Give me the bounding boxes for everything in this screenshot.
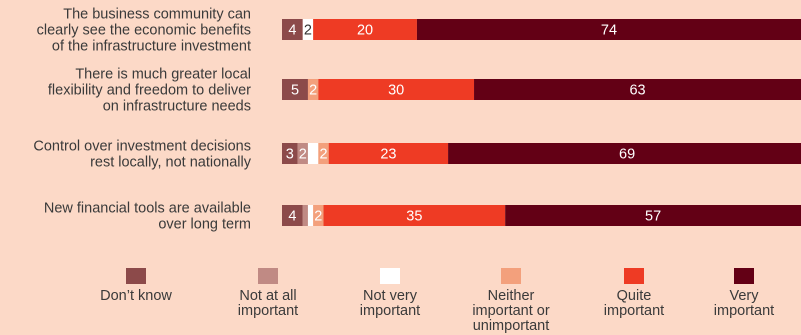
legend-label-line: important	[359, 303, 421, 319]
legend-label-line: Not very	[363, 288, 417, 304]
bar-segment	[318, 143, 329, 164]
legend-item: Not at all important	[218, 268, 318, 319]
legend-label: Neither important or unimportant	[461, 289, 561, 334]
row-label-line: Control over investment decisions	[33, 139, 251, 155]
legend-label: Quite important	[584, 289, 684, 319]
bar-segment	[313, 205, 324, 226]
legend-label-line: Not at all	[239, 288, 297, 304]
chart-legend: Don’t know Not at all important Not very imp…	[0, 268, 801, 335]
data-label: 2	[309, 83, 317, 99]
legend-label-line: Quite	[616, 288, 652, 304]
legend-item: Not very important	[340, 268, 440, 319]
legend-label-line: important	[237, 303, 299, 319]
data-label: 20	[357, 23, 373, 39]
legend-label-line: important	[713, 303, 775, 319]
legend-label: Don’t know	[86, 289, 186, 304]
data-label: 4	[288, 23, 296, 39]
legend-label-line: Neither	[487, 288, 535, 304]
data-label: 63	[629, 83, 645, 99]
data-label: 57	[645, 209, 661, 225]
row-label: New financial tools are available over lo…	[44, 201, 251, 233]
legend-label: Not very important	[340, 289, 440, 319]
bar-segment	[302, 205, 308, 226]
row-label-line: flexibility and freedom to deliver	[48, 83, 251, 99]
bar-segment	[448, 143, 801, 164]
stacked-bar-chart: The business community can clearly see th…	[33, 7, 801, 233]
row-label-line: New financial tools are available	[44, 201, 251, 217]
legend-label: Very important	[694, 289, 794, 319]
data-label: 2	[299, 147, 307, 163]
data-label: 30	[388, 83, 404, 99]
bar-segment	[474, 79, 801, 100]
data-label: 4	[288, 209, 296, 225]
legend-label-line: important	[603, 303, 665, 319]
legend-swatch	[501, 268, 521, 284]
bar-segment	[328, 143, 449, 164]
bar-segment	[416, 19, 801, 40]
row-label: The business community can clearly see th…	[37, 7, 251, 55]
data-label: 74	[601, 23, 617, 39]
row-label-line: on infrastructure needs	[103, 99, 251, 115]
row-label-line: There is much greater local	[75, 67, 251, 83]
legend-swatch	[380, 268, 400, 284]
bar-segment	[282, 79, 308, 100]
row-label-line: of the infrastructure investment	[52, 39, 251, 55]
data-label: 3	[286, 147, 294, 163]
legend-label-line: Very	[729, 288, 759, 304]
data-label: 23	[380, 147, 396, 163]
legend-swatch	[624, 268, 644, 284]
row-label-line: The business community can	[63, 7, 251, 23]
bar-segment	[307, 79, 319, 100]
data-label: 2	[304, 23, 312, 39]
row-label: There is much greater local flexibility a…	[48, 67, 251, 115]
row-label: Control over investment decisions rest lo…	[33, 139, 251, 171]
bar-segment	[297, 143, 308, 164]
data-label: 2	[314, 209, 322, 225]
legend-label-line: important or	[472, 303, 550, 319]
bar-segment	[307, 143, 319, 164]
data-label: 2	[319, 147, 327, 163]
bar-segment	[282, 205, 303, 226]
bar-segment	[282, 19, 303, 40]
bar-segment	[318, 79, 475, 100]
data-label: 69	[619, 147, 635, 163]
legend-item: Neither important or unimportant	[461, 268, 561, 334]
bar-segment	[505, 205, 801, 226]
legend-label-line: unimportant	[472, 318, 550, 334]
bar-segment	[302, 19, 314, 40]
legend-swatch	[126, 268, 146, 284]
legend-label: Not at all important	[218, 289, 318, 319]
row-label-line: rest locally, not nationally	[90, 155, 252, 171]
legend-label-line: Don’t know	[100, 288, 172, 304]
bar-segment	[307, 205, 314, 226]
bar-segment	[323, 205, 506, 226]
row-label-line: clearly see the economic benefits	[37, 23, 251, 39]
legend-item: Very important	[694, 268, 794, 319]
bar-segment	[282, 143, 298, 164]
legend-swatch	[258, 268, 278, 284]
legend-swatch	[734, 268, 754, 284]
data-label: 5	[291, 83, 299, 99]
bar-segment	[313, 19, 417, 40]
row-label-line: over long term	[158, 217, 251, 233]
legend-item: Quite important	[584, 268, 684, 319]
data-label: 35	[406, 209, 422, 225]
legend-item: Don’t know	[86, 268, 186, 304]
